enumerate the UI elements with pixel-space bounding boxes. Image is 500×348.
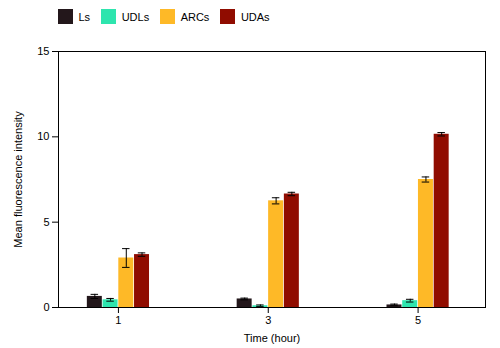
svg-text:5: 5 — [43, 215, 49, 227]
svg-text:10: 10 — [37, 130, 49, 142]
html-text:UDLs: UDLs — [121, 10, 150, 23]
svg-text:Mean fluorescence intensity: Mean fluorescence intensity — [12, 110, 24, 247]
svg-text:15: 15 — [37, 45, 49, 57]
html-text:UDAs: UDAs — [240, 10, 270, 23]
html-text:Ls: Ls — [78, 10, 91, 23]
svg-text:5: 5 — [415, 314, 421, 326]
html-text:ARCs: ARCs — [180, 10, 210, 23]
svg-text:Time (hour): Time (hour) — [244, 331, 300, 343]
svg-text:1: 1 — [115, 314, 121, 326]
svg-text:0: 0 — [43, 301, 49, 313]
svg-text:3: 3 — [265, 314, 271, 326]
